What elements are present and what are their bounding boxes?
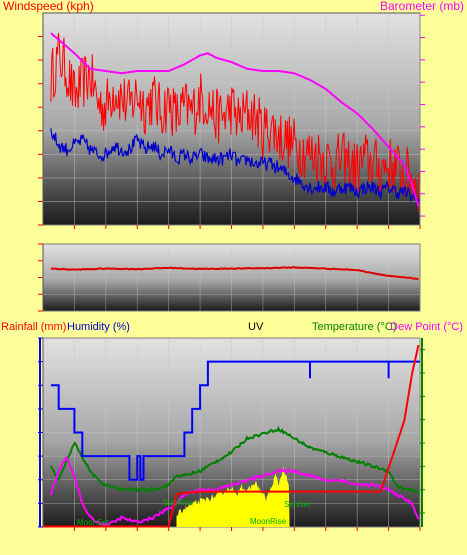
dewpoint-axis-label: Dew Point (°C) bbox=[390, 321, 463, 333]
gust-line bbox=[50, 32, 420, 212]
uv-axis-label: UV bbox=[248, 321, 264, 333]
uv-area bbox=[176, 465, 290, 527]
average-wind-line bbox=[50, 128, 420, 207]
rain-time-tick-labels bbox=[73, 527, 421, 531]
rain-humidity-temp-panel: Rainfall (mm) Humidity (%) UV Temperatur… bbox=[1, 321, 463, 531]
direction-tick-labels bbox=[38, 243, 43, 312]
windspeed-axis-label: Windspeed (kph) bbox=[3, 0, 94, 13]
wind-direction-panel bbox=[38, 243, 421, 312]
barometer-axis-label: Barometer (mb) bbox=[380, 0, 464, 13]
direction-line bbox=[50, 266, 419, 281]
windspeed-tick-labels bbox=[38, 36, 43, 226]
rainfall-line bbox=[43, 344, 420, 528]
moonset-label: MoonSet bbox=[77, 518, 110, 527]
barometer-tick-labels bbox=[420, 14, 425, 217]
wind-time-tick-labels bbox=[73, 225, 421, 229]
sunset-label: SunSet bbox=[284, 500, 311, 509]
barometer-line bbox=[50, 32, 420, 207]
wind-baro-series bbox=[50, 32, 420, 212]
temperature-axis-label: Temperature (°C) bbox=[312, 321, 396, 333]
humidity-line bbox=[50, 360, 420, 481]
direction-series bbox=[50, 266, 419, 281]
temperature-line bbox=[49, 425, 420, 495]
rain-temp-series bbox=[43, 344, 420, 528]
moonrise-label: MoonRise bbox=[250, 517, 287, 526]
temperature-tick-labels bbox=[420, 338, 425, 527]
rainfall-axis-label: Rainfall (mm) bbox=[1, 321, 66, 333]
sunrise-label: SunRise bbox=[163, 498, 194, 507]
direction-gridlines bbox=[43, 243, 421, 312]
wind-baro-panel: Windspeed (kph) Barometer (mb) bbox=[3, 0, 464, 229]
humidity-tick-labels bbox=[38, 337, 43, 528]
dewpoint-line bbox=[49, 456, 420, 527]
humidity-axis-label: Humidity (%) bbox=[67, 321, 130, 333]
